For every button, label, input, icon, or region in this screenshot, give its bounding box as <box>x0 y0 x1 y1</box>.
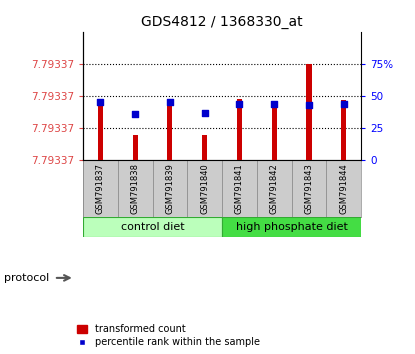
Point <box>305 102 312 108</box>
Text: GSM791842: GSM791842 <box>270 163 278 214</box>
Bar <box>153 160 187 217</box>
Bar <box>237 98 242 160</box>
Text: GSM791839: GSM791839 <box>166 163 174 214</box>
Bar <box>341 100 346 160</box>
Legend: transformed count, percentile rank within the sample: transformed count, percentile rank withi… <box>76 322 262 349</box>
Bar <box>326 160 361 217</box>
Bar <box>83 160 118 217</box>
Point <box>236 101 243 107</box>
Bar <box>271 101 277 160</box>
Point <box>132 111 139 117</box>
Point <box>201 110 208 115</box>
Text: GSM791837: GSM791837 <box>96 163 105 214</box>
Bar <box>222 217 361 237</box>
Text: control diet: control diet <box>121 222 184 232</box>
Text: GSM791840: GSM791840 <box>200 163 209 214</box>
Bar <box>202 135 207 160</box>
Text: GSM791841: GSM791841 <box>235 163 244 214</box>
Title: GDS4812 / 1368330_at: GDS4812 / 1368330_at <box>141 16 303 29</box>
Bar <box>118 160 153 217</box>
Bar <box>291 160 326 217</box>
Bar <box>187 160 222 217</box>
Bar <box>222 160 257 217</box>
Text: GSM791838: GSM791838 <box>131 163 139 214</box>
Bar <box>132 135 138 160</box>
Point <box>271 101 278 107</box>
Bar <box>83 217 222 237</box>
Bar <box>98 98 103 160</box>
Bar <box>167 98 173 160</box>
Bar <box>257 160 291 217</box>
Point <box>97 99 104 105</box>
Text: protocol: protocol <box>4 273 49 283</box>
Point <box>166 99 173 105</box>
Text: GSM791844: GSM791844 <box>339 163 348 214</box>
Point <box>340 101 347 107</box>
Text: high phosphate diet: high phosphate diet <box>236 222 347 232</box>
Text: GSM791843: GSM791843 <box>305 163 313 214</box>
Bar <box>306 64 312 160</box>
